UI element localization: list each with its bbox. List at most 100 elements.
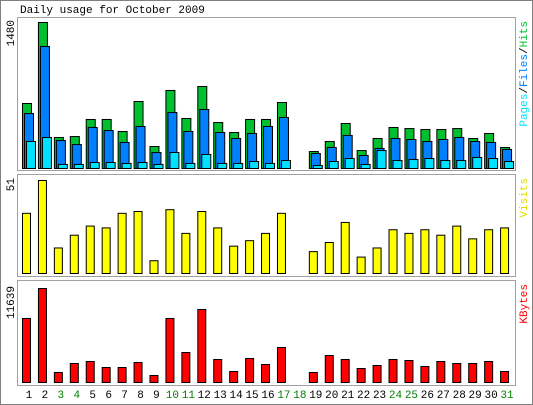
bar: [183, 131, 194, 170]
legend-entry: KBytes: [519, 284, 531, 324]
x-tick-label: 2: [42, 390, 49, 402]
bar: [197, 308, 207, 384]
bar: [276, 346, 286, 384]
bar: [229, 245, 239, 275]
legend: Pages/Files/Hits: [519, 21, 531, 127]
bar: [22, 212, 31, 275]
x-tick-label: 28: [453, 390, 466, 402]
x-tick-label: 1: [26, 390, 33, 402]
bar: [213, 358, 223, 384]
bar: [324, 242, 334, 274]
bar: [276, 212, 286, 275]
bar: [37, 180, 47, 274]
bar: [500, 227, 510, 274]
bar: [468, 362, 478, 384]
x-tick-label: 7: [121, 390, 128, 402]
bar: [249, 160, 260, 169]
bar: [452, 225, 462, 275]
bar: [201, 153, 212, 170]
bar: [165, 317, 175, 383]
bar: [372, 247, 382, 274]
x-tick-label: 4: [73, 390, 80, 402]
bar: [308, 251, 318, 274]
x-tick-label: 25: [405, 390, 418, 402]
bar: [149, 374, 159, 384]
y-tick-label: 1480: [6, 20, 18, 46]
bar: [261, 363, 271, 383]
bar: [261, 232, 271, 274]
bar: [181, 351, 191, 383]
bar: [404, 360, 414, 384]
x-tick-label: 3: [58, 390, 65, 402]
legend-entry: Visits: [519, 178, 531, 218]
bar: [57, 163, 68, 169]
bar: [245, 240, 255, 274]
x-tick-label: 30: [484, 390, 497, 402]
x-tick-label: 27: [437, 390, 450, 402]
bar: [408, 159, 419, 170]
x-tick-label: 17: [277, 390, 290, 402]
x-tick-label: 18: [293, 390, 306, 402]
bar: [484, 361, 494, 383]
x-tick-label: 26: [421, 390, 434, 402]
x-tick-label: 31: [500, 390, 514, 402]
bar: [404, 232, 414, 274]
bar: [420, 366, 430, 383]
x-tick-label: 19: [309, 390, 322, 402]
bar: [484, 229, 494, 274]
bar: [137, 161, 148, 170]
bar: [41, 137, 52, 169]
bar: [372, 364, 382, 383]
x-tick-label: 11: [182, 390, 196, 402]
bar: [312, 165, 323, 170]
bar: [53, 372, 63, 384]
bar: [53, 247, 63, 274]
bar: [85, 225, 95, 275]
bar: [500, 371, 510, 384]
bar: [340, 358, 350, 384]
x-tick-label: 14: [230, 390, 244, 402]
bar: [105, 161, 116, 170]
bar: [69, 234, 79, 275]
chart-title: Daily usage for October 2009: [20, 5, 205, 17]
bar: [197, 211, 207, 274]
x-tick-label: 12: [198, 390, 211, 402]
bar: [181, 232, 191, 274]
legend-entry: Files: [519, 54, 531, 87]
bar: [133, 211, 143, 274]
bar: [37, 288, 47, 383]
legend-separator: /: [519, 47, 531, 54]
x-tick-label: 23: [373, 390, 386, 402]
x-tick-label: 22: [357, 390, 370, 402]
bar: [69, 362, 79, 384]
legend-entry: Hits: [519, 21, 531, 47]
legend: KBytes: [519, 284, 531, 324]
bar: [169, 152, 180, 170]
bar: [85, 361, 95, 383]
bar: [340, 221, 350, 274]
bar: [245, 357, 255, 384]
legend-separator: /: [519, 87, 531, 94]
bar: [263, 125, 274, 169]
bar: [324, 355, 334, 383]
x-tick-label: 24: [389, 390, 403, 402]
bar: [133, 362, 143, 383]
bar: [456, 160, 467, 170]
bar: [149, 260, 159, 274]
bar: [424, 158, 435, 169]
bar: [213, 227, 223, 274]
bar: [356, 256, 366, 274]
bar: [22, 317, 31, 383]
bar: [165, 209, 175, 274]
y-tick-label: 11639: [6, 286, 18, 319]
bar: [217, 162, 228, 169]
x-tick-label: 10: [166, 390, 179, 402]
bar: [280, 160, 291, 170]
bar: [472, 156, 483, 170]
x-tick-label: 20: [325, 390, 338, 402]
bar: [229, 371, 239, 384]
bar: [101, 227, 111, 274]
x-tick-label: 16: [261, 390, 274, 402]
x-tick-label: 8: [137, 390, 144, 402]
